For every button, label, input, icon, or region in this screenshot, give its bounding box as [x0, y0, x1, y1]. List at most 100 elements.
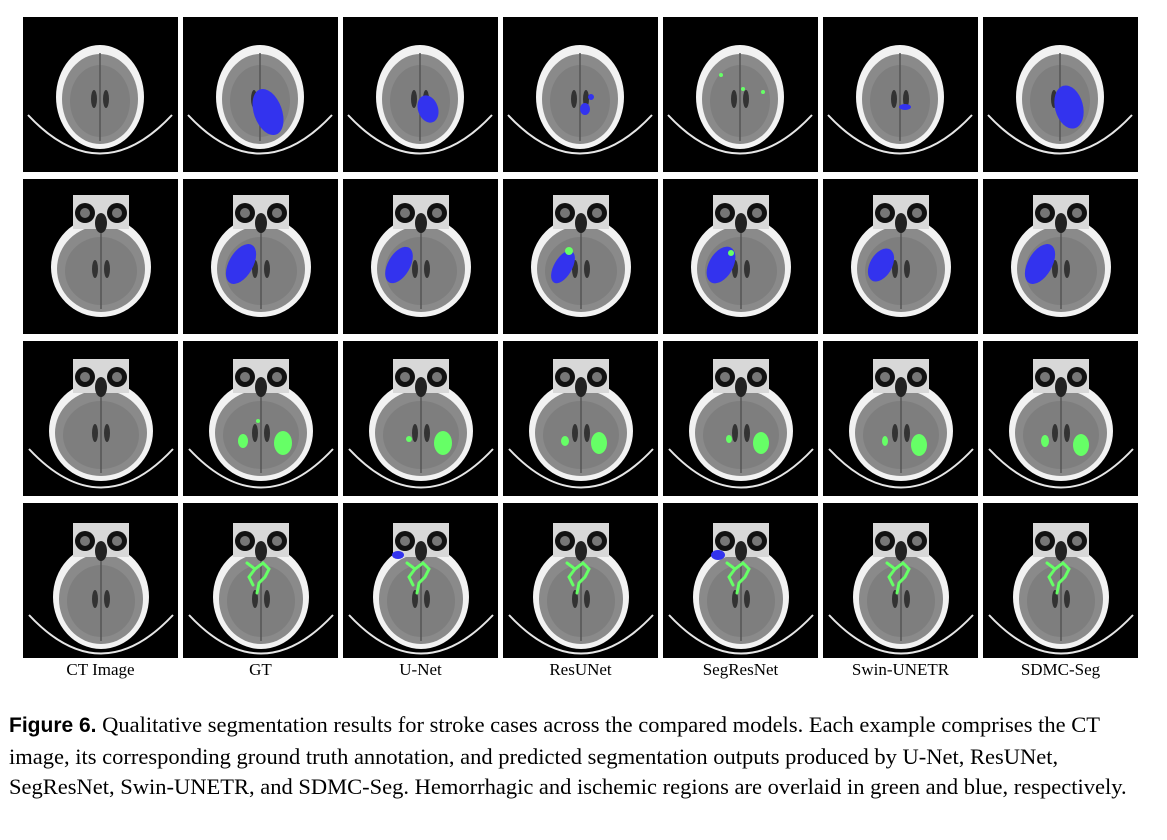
column-label-swin-unetr: Swin-UNETR [851, 660, 950, 679]
ct-slice-r3-sdmc-seg [983, 341, 1138, 496]
ct-slice-graphic [668, 523, 814, 655]
ct-slice-r4-sdmc-seg [983, 503, 1138, 658]
ct-slice-r2-swin-unetr [823, 179, 978, 334]
ct-slice-graphic [508, 523, 654, 655]
ct-slice-r2-segresnet [663, 179, 818, 334]
ct-slice-r1-sdmc-seg [983, 17, 1138, 172]
ct-slice-r4-unet [343, 503, 498, 658]
ct-slice-r3-segresnet [663, 341, 818, 496]
hemorrhagic-region [741, 87, 745, 91]
ischemic-region [580, 103, 590, 115]
ct-slice-r3-unet [343, 341, 498, 496]
ischemic-region [551, 250, 575, 284]
hemorrhagic-region [245, 561, 271, 595]
ct-slice-graphic [827, 45, 973, 155]
ischemic-region [385, 246, 413, 284]
ct-slice-graphic [828, 523, 974, 655]
ischemic-region [1054, 85, 1084, 129]
hemorrhagic-region [565, 247, 573, 255]
ct-slice-r2-resunet [503, 179, 658, 334]
ct-slice-graphic [28, 359, 174, 489]
ct-slice-r4-gt [183, 503, 338, 658]
hemorrhagic-region [1041, 435, 1049, 447]
ischemic-region [225, 244, 257, 284]
ct-slice-r3-ct-image [23, 341, 178, 496]
ct-slice-graphic [668, 359, 814, 489]
hemorrhagic-region [274, 431, 292, 455]
ct-slice-graphic [51, 195, 151, 317]
ct-slice-r2-ct-image [23, 179, 178, 334]
hemorrhagic-region [882, 436, 888, 446]
hemorrhagic-region [719, 73, 723, 77]
hemorrhagic-region [761, 90, 765, 94]
figure-image-grid [23, 17, 1138, 658]
caption-label: Figure 6. [9, 714, 97, 737]
ct-slice-graphic [691, 195, 791, 317]
ct-slice-graphic [1011, 195, 1111, 317]
column-label-sdmc-seg: SDMC-Seg [1020, 660, 1101, 679]
ct-slice-graphic [348, 523, 494, 655]
hemorrhagic-region [725, 561, 751, 595]
hemorrhagic-region [753, 432, 769, 454]
hemorrhagic-region [406, 436, 412, 442]
ct-slice-graphic [507, 45, 653, 155]
ct-slice-graphic [28, 523, 174, 655]
hemorrhagic-region [911, 434, 927, 456]
ischemic-region [899, 104, 911, 110]
ct-slice-r3-resunet [503, 341, 658, 496]
ct-slice-graphic [508, 359, 654, 489]
ct-slice-graphic [188, 359, 334, 489]
ct-slice-r1-resunet [503, 17, 658, 172]
ct-slice-graphic [347, 45, 493, 155]
ct-slice-r1-segresnet [663, 17, 818, 172]
ct-slice-r2-sdmc-seg [983, 179, 1138, 334]
column-label-ct-image: CT Image [66, 660, 135, 679]
hemorrhagic-region [726, 435, 732, 443]
column-label-segresnet: SegResNet [702, 660, 779, 679]
ct-slice-graphic [531, 195, 631, 317]
ct-slice-graphic [211, 195, 311, 317]
column-label-gt: GT [249, 660, 272, 679]
ct-slice-graphic [987, 45, 1133, 155]
ct-slice-graphic [188, 523, 334, 655]
column-label-unet: U-Net [399, 660, 442, 679]
figure-caption: Figure 6. Qualitative segmentation resul… [9, 710, 1159, 803]
ct-slice-graphic [371, 195, 471, 317]
ct-slice-graphic [667, 45, 813, 155]
ischemic-region [252, 88, 284, 136]
ct-slice-graphic [988, 359, 1134, 489]
ischemic-region [1024, 244, 1056, 284]
ct-slice-graphic [851, 195, 951, 317]
ct-slice-r4-segresnet [663, 503, 818, 658]
hemorrhagic-region [434, 431, 452, 455]
ct-slice-graphic [27, 45, 173, 155]
ct-slice-r1-ct-image [23, 17, 178, 172]
ct-slice-r4-swin-unetr [823, 503, 978, 658]
hemorrhagic-region [1073, 434, 1089, 456]
ct-slice-graphic [348, 359, 494, 489]
hemorrhagic-region [885, 561, 911, 595]
caption-text: Qualitative segmentation results for str… [9, 712, 1127, 799]
ct-slice-r4-resunet [503, 503, 658, 658]
ct-slice-r1-unet [343, 17, 498, 172]
hemorrhagic-region [405, 561, 431, 595]
ischemic-region [706, 246, 736, 284]
ischemic-region [711, 550, 725, 560]
ct-slice-r3-swin-unetr [823, 341, 978, 496]
ischemic-region [392, 551, 404, 559]
ct-slice-r2-gt [183, 179, 338, 334]
column-label-resunet: ResUNet [549, 660, 612, 679]
hemorrhagic-region [1045, 561, 1071, 595]
hemorrhagic-region [728, 250, 734, 256]
ct-slice-r3-gt [183, 341, 338, 496]
ct-slice-r1-swin-unetr [823, 17, 978, 172]
hemorrhagic-region [238, 434, 248, 448]
ct-slice-r2-unet [343, 179, 498, 334]
ischemic-region [417, 95, 439, 123]
hemorrhagic-region [565, 561, 591, 595]
hemorrhagic-region [591, 432, 607, 454]
ct-slice-graphic [828, 359, 974, 489]
ct-slice-graphic [988, 523, 1134, 655]
ct-slice-r1-gt [183, 17, 338, 172]
hemorrhagic-region [256, 419, 260, 423]
